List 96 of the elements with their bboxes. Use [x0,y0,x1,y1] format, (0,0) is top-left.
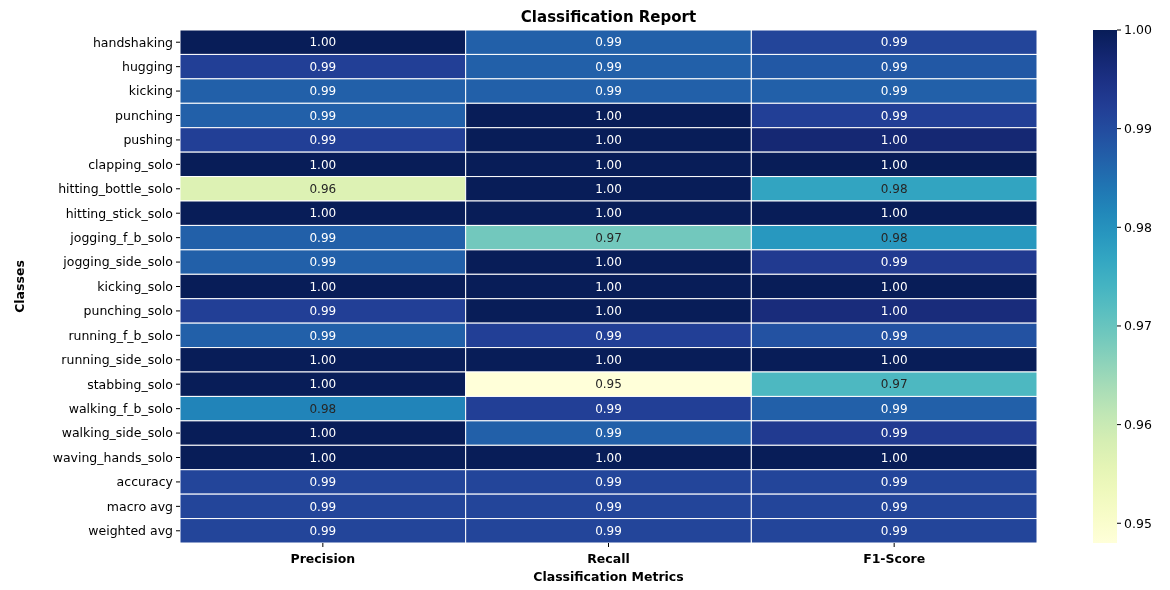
color-bar-label: 0.97 [1124,318,1152,334]
data-label: 1.00 [880,133,908,148]
data-label: 1.00 [880,206,908,221]
color-bar-label: 0.98 [1124,219,1152,235]
data-label: 0.99 [309,328,337,343]
data-label: 0.99 [309,84,337,99]
x-axis-title: Classification Metrics [533,569,684,584]
data-label: 1.00 [880,450,908,465]
data-label: 0.99 [309,230,337,245]
y-tick-label: hitting_stick_solo [65,205,173,221]
data-label: 0.97 [595,230,622,245]
y-tick-label: walking_side_solo [61,425,173,441]
data-label: 1.00 [880,279,908,294]
data-label: 0.99 [595,401,622,416]
data-label: 0.99 [880,35,908,50]
y-tick-label: clapping_solo [88,156,173,172]
data-label: 1.00 [880,352,908,367]
data-label: 1.00 [309,157,337,172]
data-label: 1.00 [595,304,622,319]
data-label: 0.99 [880,255,908,270]
data-label: 0.96 [309,181,337,196]
data-label: 0.97 [880,377,908,392]
color-bar-label: 0.95 [1124,515,1152,531]
data-label: 0.98 [880,181,908,196]
data-label: 0.99 [309,255,337,270]
x-tick-label: Precision [290,551,356,566]
data-label: 0.99 [595,328,622,343]
data-label: 0.99 [595,59,622,74]
data-label: 0.99 [309,59,337,74]
data-label: 1.00 [595,108,622,123]
data-label: 1.00 [309,377,337,392]
chart-title: Classification Report [520,8,697,26]
data-label: 1.00 [595,181,622,196]
data-label: 1.00 [595,133,622,148]
data-label: 0.99 [595,426,622,441]
y-tick-label: accuracy [116,474,174,490]
data-label: 0.99 [309,523,337,538]
data-label: 0.99 [309,133,337,148]
y-tick-label: macro avg [106,498,173,514]
data-label: 0.98 [309,401,337,416]
data-label: 1.00 [309,426,337,441]
data-label: 0.99 [595,84,622,99]
y-tick-label: jogging_f_b_solo [69,230,173,246]
data-label: 1.00 [309,450,337,465]
data-label: 0.99 [309,475,337,490]
data-label: 1.00 [595,206,622,221]
data-label: 0.99 [880,523,908,538]
y-tick-label: handshaking [92,34,173,50]
data-label: 1.00 [309,206,337,221]
y-tick-label: weighted avg [88,523,173,539]
data-label: 0.99 [880,59,908,74]
y-tick-label: waving_hands_solo [52,449,173,465]
data-label: 0.99 [309,499,337,514]
data-label: 0.99 [880,108,908,123]
data-label: 0.98 [880,230,908,245]
x-tick-label: F1-Score [863,551,926,566]
y-tick-label: pushing [123,132,173,148]
y-tick-label: hugging [121,59,173,75]
data-label: 0.99 [595,475,622,490]
data-label: 0.99 [880,475,908,490]
data-label: 0.99 [880,84,908,99]
data-label: 0.99 [595,35,622,50]
data-label: 1.00 [309,279,337,294]
data-label: 1.00 [595,279,622,294]
data-label: 0.99 [309,108,337,123]
data-label: 0.99 [880,401,908,416]
color-bar-label: 0.96 [1124,416,1152,432]
color-bar-label: 1.00 [1124,22,1152,38]
y-tick-label: hitting_bottle_solo [58,181,173,197]
data-label: 0.99 [880,426,908,441]
data-label: 0.99 [309,304,337,319]
data-label: 1.00 [880,157,908,172]
y-tick-label: kicking_solo [97,278,173,294]
data-label: 1.00 [595,352,622,367]
y-tick-label: punching [115,107,173,123]
data-label: 1.00 [595,450,622,465]
data-label: 1.00 [880,304,908,319]
y-tick-label: jogging_side_solo [62,254,173,270]
x-tick-label: Recall [587,551,630,566]
data-label: 0.99 [880,499,908,514]
y-tick-label: walking_f_b_solo [68,401,173,417]
y-tick-label: stabbing_solo [87,376,173,392]
data-label: 1.00 [595,255,622,270]
data-label: 0.99 [595,499,622,514]
data-label: 1.00 [309,352,337,367]
color-bar-label: 0.99 [1124,121,1152,137]
y-tick-label: kicking [128,83,173,99]
data-label: 1.00 [309,35,337,50]
data-label: 0.99 [595,523,622,538]
data-label: 0.99 [880,328,908,343]
y-axis-title: Classes [12,260,27,313]
data-label: 0.95 [595,377,622,392]
y-tick-label: running_side_solo [61,352,173,368]
data-label: 1.00 [595,157,622,172]
y-tick-label: punching_solo [83,303,173,319]
y-tick-label: running_f_b_solo [68,327,173,343]
